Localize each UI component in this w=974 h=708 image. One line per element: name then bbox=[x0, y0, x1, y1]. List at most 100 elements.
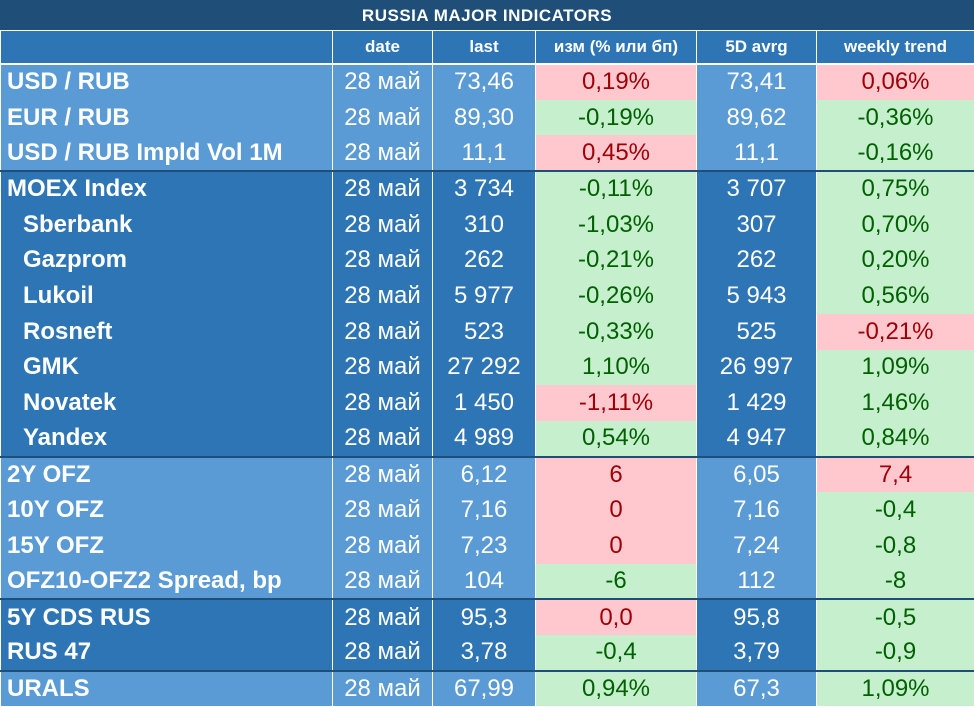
indicator-date: 28 май bbox=[332, 170, 433, 207]
indicator-weekly-trend: 7,4 bbox=[816, 455, 974, 493]
indicator-date: 28 май bbox=[332, 99, 433, 136]
indicator-last: 67,99 bbox=[432, 669, 536, 707]
indicator-date: 28 май bbox=[332, 206, 433, 243]
indicator-weekly-trend: 0,70% bbox=[816, 206, 974, 243]
indicator-date: 28 май bbox=[332, 135, 433, 172]
header-change: изм (% или бп) bbox=[535, 31, 697, 65]
indicator-name: MOEX Index bbox=[0, 170, 333, 207]
indicator-name: Novatek bbox=[0, 385, 333, 421]
indicator-last: 7,16 bbox=[432, 492, 536, 528]
table-row: Sberbank 28 май 310 -1,03% 307 0,70% bbox=[0, 206, 974, 243]
indicator-last: 27 292 bbox=[432, 349, 536, 386]
indicator-name: 15Y OFZ bbox=[0, 527, 333, 564]
header-date: date bbox=[332, 31, 433, 65]
indicator-5d-avg: 262 bbox=[696, 242, 817, 279]
table-row: 10Y OFZ 28 май 7,16 0 7,16 -0,4 bbox=[0, 492, 974, 528]
indicator-weekly-trend: 0,06% bbox=[816, 64, 974, 100]
indicator-change: -0,11% bbox=[535, 170, 697, 207]
indicator-change: -6 bbox=[535, 563, 697, 600]
indicator-last: 11,1 bbox=[432, 135, 536, 172]
indicator-5d-avg: 112 bbox=[696, 563, 817, 600]
indicator-change: -1,11% bbox=[535, 385, 697, 421]
indicator-weekly-trend: 1,09% bbox=[816, 669, 974, 707]
table-row: Gazprom 28 май 262 -0,21% 262 0,20% bbox=[0, 242, 974, 279]
indicator-weekly-trend: -0,4 bbox=[816, 492, 974, 528]
table-row: OFZ10-OFZ2 Spread, bp 28 май 104 -6 112 -8 bbox=[0, 563, 974, 600]
table-row: EUR / RUB 28 май 89,30 -0,19% 89,62 -0,36% bbox=[0, 99, 974, 136]
indicator-5d-avg: 7,16 bbox=[696, 492, 817, 528]
header-name bbox=[0, 31, 333, 65]
indicator-weekly-trend: 1,09% bbox=[816, 349, 974, 386]
indicator-name: USD / RUB Impld Vol 1M bbox=[0, 135, 333, 172]
indicator-5d-avg: 525 bbox=[696, 313, 817, 350]
indicator-name: Lukoil bbox=[0, 278, 333, 314]
indicator-last: 73,46 bbox=[432, 64, 536, 100]
indicator-name: Gazprom bbox=[0, 242, 333, 279]
indicator-5d-avg: 73,41 bbox=[696, 64, 817, 100]
indicator-weekly-trend: 0,20% bbox=[816, 242, 974, 279]
table-row: URALS 28 май 67,99 0,94% 67,3 1,09% bbox=[0, 669, 974, 707]
indicator-weekly-trend: 0,75% bbox=[816, 170, 974, 207]
indicator-change: 0,19% bbox=[535, 64, 697, 100]
table-row: Rosneft 28 май 523 -0,33% 525 -0,21% bbox=[0, 313, 974, 350]
indicator-5d-avg: 307 bbox=[696, 206, 817, 243]
table-row: 5Y CDS RUS 28 май 95,3 0,0 95,8 -0,5 bbox=[0, 598, 974, 635]
header-last: last bbox=[432, 31, 536, 65]
indicator-date: 28 май bbox=[332, 455, 433, 493]
table-row: GMK 28 май 27 292 1,10% 26 997 1,09% bbox=[0, 349, 974, 386]
indicator-5d-avg: 5 943 bbox=[696, 278, 817, 314]
indicator-date: 28 май bbox=[332, 385, 433, 421]
indicator-date: 28 май bbox=[332, 669, 433, 707]
indicator-name: RUS 47 bbox=[0, 635, 333, 671]
table-row: 15Y OFZ 28 май 7,23 0 7,24 -0,8 bbox=[0, 527, 974, 564]
indicator-date: 28 май bbox=[332, 527, 433, 564]
indicator-5d-avg: 89,62 bbox=[696, 99, 817, 136]
indicator-5d-avg: 67,3 bbox=[696, 669, 817, 707]
indicator-change: 0,45% bbox=[535, 135, 697, 172]
indicator-last: 6,12 bbox=[432, 455, 536, 493]
indicator-name: Rosneft bbox=[0, 313, 333, 350]
indicator-last: 262 bbox=[432, 242, 536, 279]
indicator-change: -0,26% bbox=[535, 278, 697, 314]
indicator-name: 5Y CDS RUS bbox=[0, 598, 333, 635]
indicator-weekly-trend: -0,5 bbox=[816, 598, 974, 635]
table-row: MOEX Index 28 май 3 734 -0,11% 3 707 0,75% bbox=[0, 170, 974, 207]
table-row: RUS 47 28 май 3,78 -0,4 3,79 -0,9 bbox=[0, 635, 974, 671]
indicator-last: 5 977 bbox=[432, 278, 536, 314]
indicator-weekly-trend: -0,8 bbox=[816, 527, 974, 564]
indicator-5d-avg: 95,8 bbox=[696, 598, 817, 635]
indicator-weekly-trend: -0,36% bbox=[816, 99, 974, 136]
indicator-weekly-trend: -0,16% bbox=[816, 135, 974, 172]
indicator-name: 10Y OFZ bbox=[0, 492, 333, 528]
indicator-5d-avg: 3 707 bbox=[696, 170, 817, 207]
board-title: RUSSIA MAJOR INDICATORS bbox=[0, 0, 974, 31]
table-row: 2Y OFZ 28 май 6,12 6 6,05 7,4 bbox=[0, 455, 974, 493]
indicator-date: 28 май bbox=[332, 492, 433, 528]
indicator-weekly-trend: -0,21% bbox=[816, 313, 974, 350]
indicator-name: OFZ10-OFZ2 Spread, bp bbox=[0, 563, 333, 600]
indicator-change: 6 bbox=[535, 455, 697, 493]
indicator-last: 7,23 bbox=[432, 527, 536, 564]
indicator-name: EUR / RUB bbox=[0, 99, 333, 136]
indicator-change: 0,94% bbox=[535, 669, 697, 707]
indicator-date: 28 май bbox=[332, 420, 433, 457]
indicator-weekly-trend: 0,84% bbox=[816, 420, 974, 457]
indicator-change: -0,33% bbox=[535, 313, 697, 350]
indicator-date: 28 май bbox=[332, 242, 433, 279]
indicator-5d-avg: 7,24 bbox=[696, 527, 817, 564]
indicator-date: 28 май bbox=[332, 635, 433, 671]
indicator-name: URALS bbox=[0, 669, 333, 707]
indicator-change: 0,54% bbox=[535, 420, 697, 457]
header-avg: 5D avrg bbox=[696, 31, 817, 65]
indicator-weekly-trend: -0,9 bbox=[816, 635, 974, 671]
table-row: Lukoil 28 май 5 977 -0,26% 5 943 0,56% bbox=[0, 278, 974, 314]
indicator-name: 2Y OFZ bbox=[0, 455, 333, 493]
indicator-last: 3,78 bbox=[432, 635, 536, 671]
indicator-5d-avg: 11,1 bbox=[696, 135, 817, 172]
indicator-last: 95,3 bbox=[432, 598, 536, 635]
indicator-last: 104 bbox=[432, 563, 536, 600]
indicator-5d-avg: 26 997 bbox=[696, 349, 817, 386]
indicator-change: 0 bbox=[535, 492, 697, 528]
table-row: USD / RUB Impld Vol 1M 28 май 11,1 0,45% 11,… bbox=[0, 135, 974, 172]
